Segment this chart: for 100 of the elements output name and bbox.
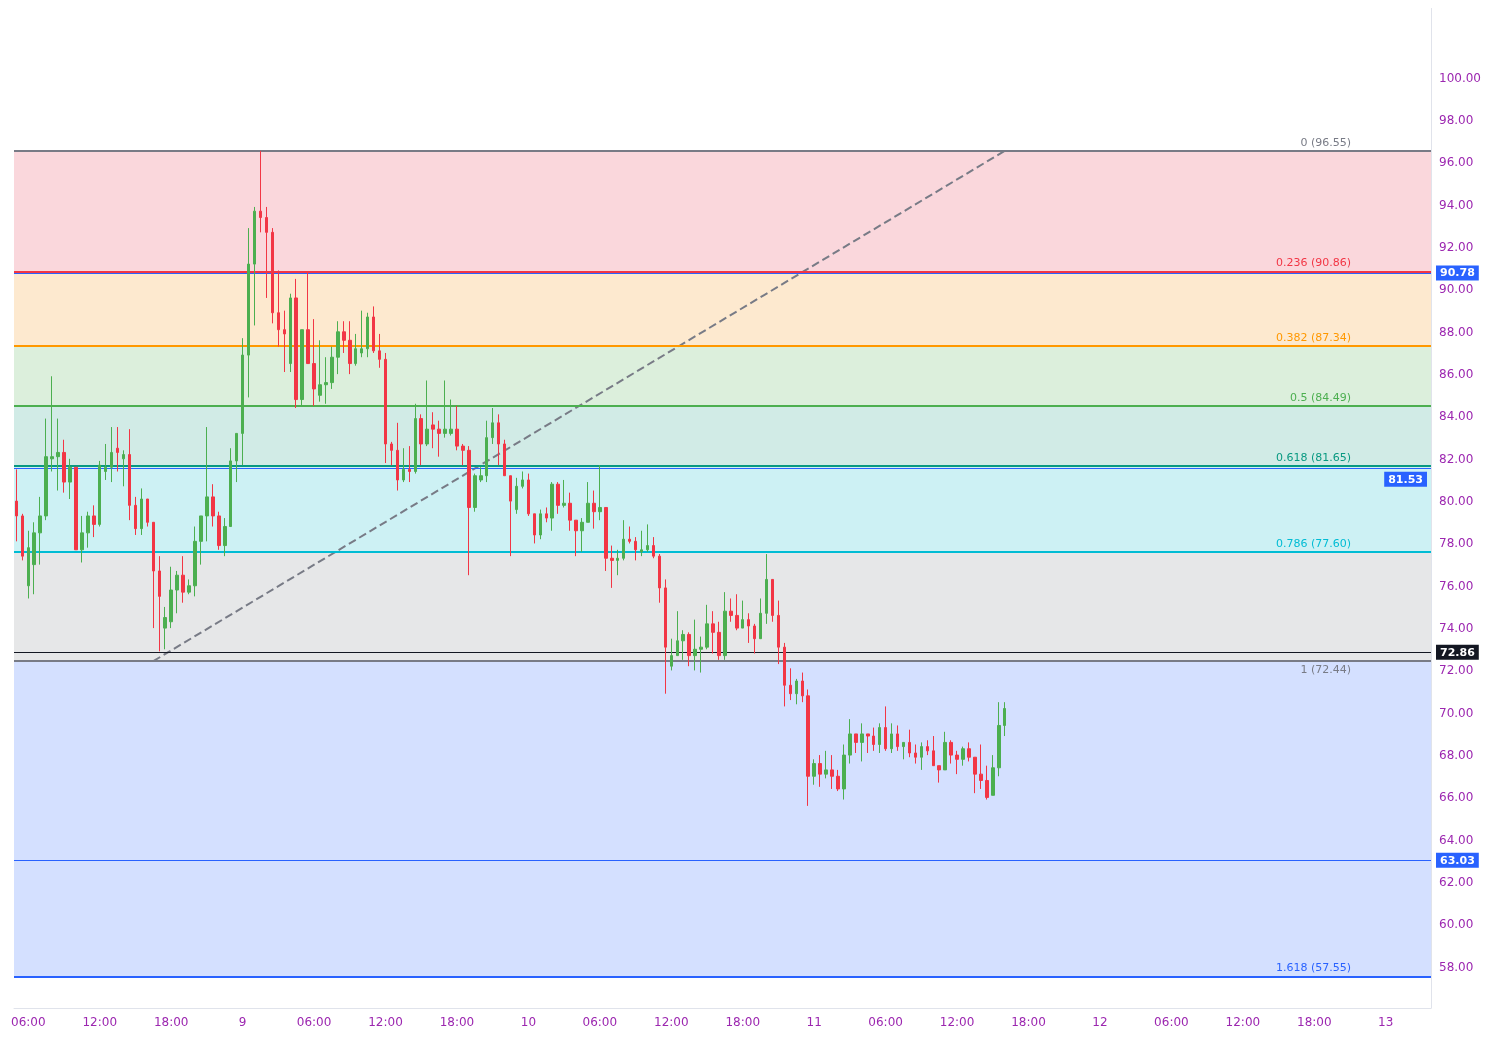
- y-tick-label: 86.00: [1439, 367, 1474, 382]
- candlestick: [848, 718, 852, 765]
- y-tick-label: 100.00: [1439, 70, 1481, 85]
- x-tick-label: 18:00: [439, 1015, 475, 1029]
- candlestick: [896, 724, 899, 752]
- candlestick: [908, 729, 911, 758]
- candlestick: [140, 487, 143, 536]
- candlestick: [479, 466, 483, 483]
- candlestick: [539, 509, 542, 540]
- candlestick: [902, 741, 905, 760]
- candlestick: [169, 566, 173, 629]
- candlestick: [550, 481, 554, 532]
- candlestick: [146, 498, 149, 528]
- candlestick: [556, 481, 560, 515]
- candlestick: [134, 496, 137, 536]
- x-tick-label: 18:00: [725, 1015, 761, 1029]
- x-tick-label: 06:00: [582, 1015, 618, 1029]
- x-tick-label: 12:00: [82, 1015, 118, 1029]
- candlestick: [765, 553, 768, 625]
- candlestick: [920, 741, 923, 771]
- y-tick-label: 64.00: [1439, 832, 1474, 847]
- candlestick: [842, 744, 846, 801]
- x-tick-label: 11: [806, 1015, 822, 1029]
- candlestick: [818, 754, 822, 788]
- candlestick: [985, 765, 989, 801]
- candlestick: [217, 511, 221, 551]
- candlestick: [687, 631, 691, 667]
- candlestick: [860, 722, 864, 762]
- candlestick: [735, 593, 739, 631]
- candlestick: [610, 545, 614, 589]
- candlestick: [628, 526, 631, 544]
- y-tick-label: 94.00: [1439, 197, 1474, 212]
- candlestick: [527, 473, 530, 517]
- candlestick: [652, 536, 655, 559]
- candlestick: [294, 278, 298, 409]
- candlestick: [878, 722, 881, 754]
- candlestick: [937, 765, 941, 784]
- candlestick: [473, 473, 477, 513]
- candlestick: [789, 667, 792, 701]
- ref-line-label: 0 (96.55): [1300, 135, 1351, 149]
- x-tick-label: 18:00: [153, 1015, 189, 1029]
- y-tick-label: 58.00: [1439, 959, 1474, 974]
- x-tick-label: 18:00: [1297, 1015, 1332, 1029]
- y-tick-label: 68.00: [1439, 748, 1474, 763]
- y-tick-label: 62.00: [1439, 875, 1474, 890]
- y-tick-label: 74.00: [1439, 621, 1474, 636]
- candlestick: [360, 310, 363, 358]
- candlestick: [676, 610, 679, 657]
- candlestick: [336, 320, 340, 375]
- candlestick: [598, 464, 602, 521]
- candlestick: [717, 621, 721, 661]
- x-tick-label: 13: [1378, 1015, 1394, 1029]
- y-tick-label: 88.00: [1439, 324, 1474, 339]
- candlestick: [312, 318, 316, 407]
- candlestick: [795, 678, 798, 705]
- candlestick: [354, 333, 357, 367]
- candlestick: [229, 447, 232, 528]
- candlestick: [181, 555, 185, 604]
- candlestick: [32, 521, 36, 595]
- y-tick-label: 96.00: [1439, 155, 1474, 170]
- candlestick: [199, 515, 203, 566]
- candlestick: [98, 460, 101, 528]
- candlestick: [318, 339, 322, 403]
- y-tick-label: 90.00: [1439, 282, 1474, 297]
- x-tick-label: 12:00: [368, 1015, 403, 1029]
- candlestick: [777, 600, 780, 665]
- candlestick: [854, 733, 858, 754]
- ref-line-label: 90.78: [1440, 266, 1475, 280]
- candlestick: [86, 511, 90, 549]
- x-tick-label: 06:00: [296, 1015, 332, 1029]
- candlestick: [949, 739, 953, 765]
- candlestick: [158, 555, 161, 652]
- x-tick-label: 06:00: [10, 1015, 46, 1029]
- candlestick: [646, 523, 649, 553]
- candlestick: [521, 470, 524, 489]
- y-tick-label: 98.00: [1439, 113, 1474, 128]
- candlestick: [961, 746, 965, 767]
- candlestick: [824, 750, 828, 779]
- ref-line-label: 1 (72.44): [1300, 663, 1351, 677]
- candlestick: [771, 578, 774, 623]
- candlestick: [681, 629, 685, 661]
- candlestick: [247, 227, 250, 398]
- y-tick-label: 80.00: [1439, 494, 1474, 509]
- candlestick: [545, 506, 548, 523]
- candlestick: [342, 320, 346, 354]
- candlestick: [872, 727, 875, 752]
- candlestick: [759, 597, 762, 640]
- candlestick: [979, 744, 983, 790]
- candlestick: [997, 701, 1001, 777]
- candlestick: [967, 741, 971, 762]
- candlestick: [955, 750, 959, 775]
- candlestick: [515, 477, 518, 515]
- candlestick: [533, 513, 536, 544]
- y-tick-label: 72.00: [1439, 663, 1474, 678]
- candlestick: [152, 521, 155, 629]
- y-tick-label: 82.00: [1439, 451, 1474, 466]
- candlestick: [211, 483, 215, 528]
- candlestick: [1003, 701, 1006, 737]
- candlestick: [723, 591, 727, 661]
- candlestick: [932, 735, 935, 767]
